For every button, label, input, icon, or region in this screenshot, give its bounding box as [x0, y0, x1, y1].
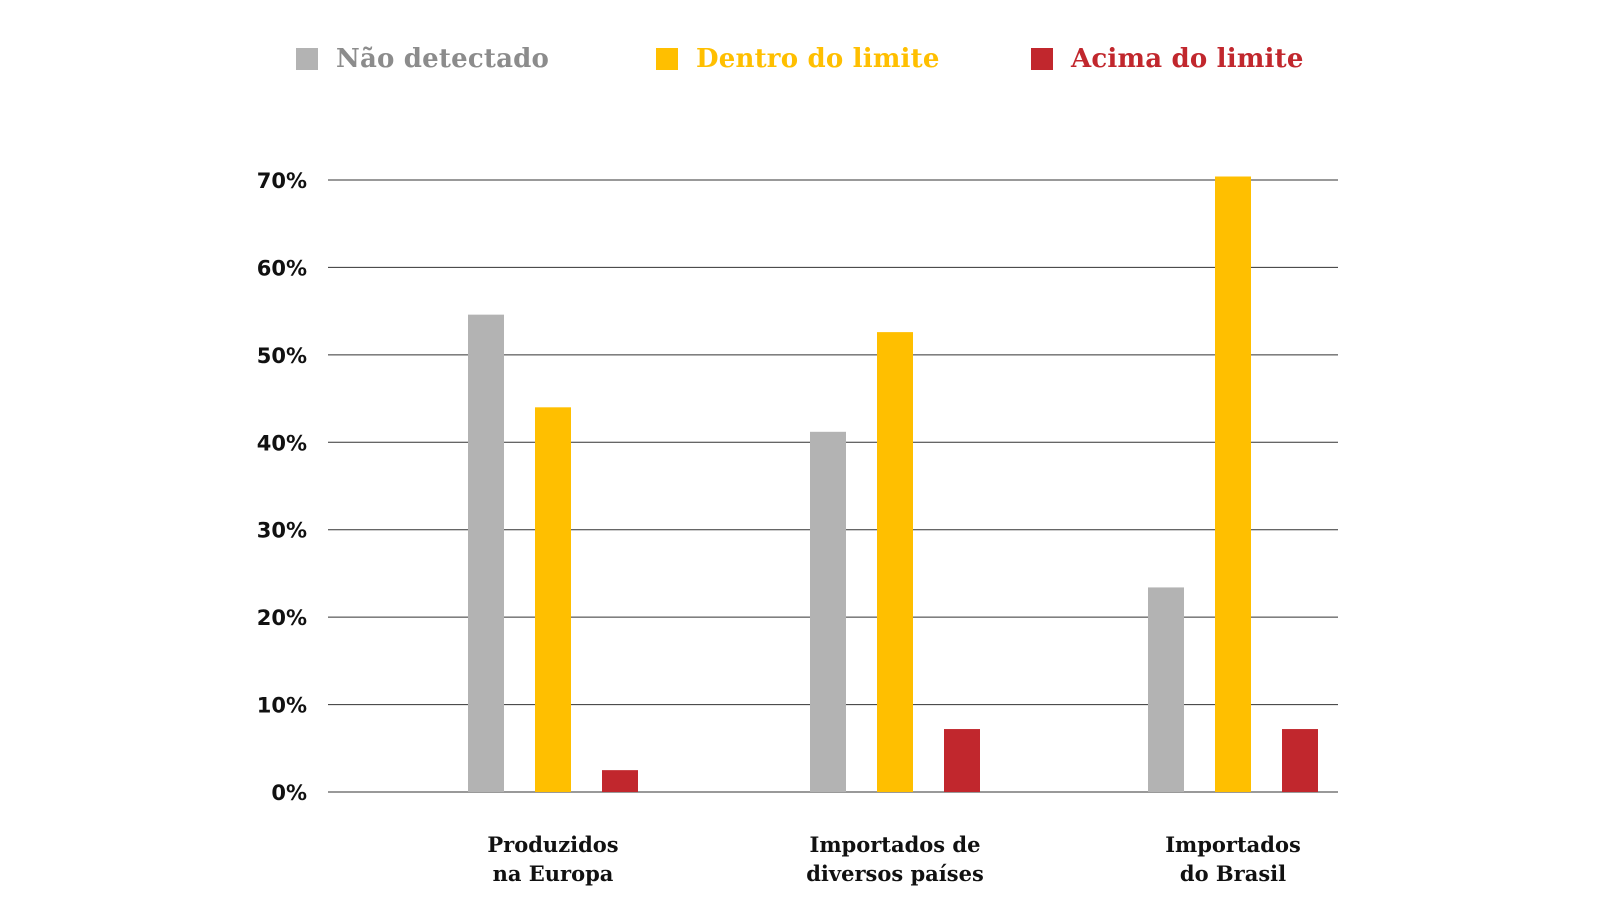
legend-item-acima-do-limite: Acima do limite	[1031, 44, 1304, 74]
x-category-label: diversos países	[806, 861, 984, 886]
legend-swatch-nao-detectado	[296, 48, 318, 70]
bar-nao-detectado	[468, 314, 504, 792]
y-tick-label: 50%	[257, 344, 307, 368]
bar-acima-do-limite	[602, 770, 638, 792]
legend-label-acima-do-limite: Acima do limite	[1071, 44, 1304, 74]
y-tick-label: 70%	[257, 169, 307, 193]
bar-acima-do-limite	[944, 729, 980, 792]
chart-legend: Não detectado Dentro do limite Acima do …	[0, 44, 1600, 84]
legend-label-nao-detectado: Não detectado	[336, 44, 550, 74]
y-tick-label: 40%	[257, 431, 307, 455]
y-axis: 0% 10% 20% 30% 40% 50% 60% 70%	[257, 169, 307, 805]
y-tick-label: 0%	[271, 781, 307, 805]
bars	[468, 176, 1318, 792]
y-tick-label: 60%	[257, 256, 307, 280]
y-tick-label: 20%	[257, 606, 307, 630]
x-category-label: do Brasil	[1180, 861, 1286, 886]
y-tick-label: 30%	[257, 519, 307, 543]
legend-label-dentro-do-limite: Dentro do limite	[696, 44, 940, 74]
bar-dentro-do-limite	[1215, 176, 1251, 792]
x-category-label: Importados de	[810, 832, 981, 857]
x-category-label: Importados	[1165, 832, 1301, 857]
legend-swatch-acima-do-limite	[1031, 48, 1053, 70]
bar-dentro-do-limite	[877, 332, 913, 792]
bar-dentro-do-limite	[535, 407, 571, 792]
bar-nao-detectado	[1148, 587, 1184, 792]
x-category-label: na Europa	[493, 861, 614, 886]
bar-nao-detectado	[810, 431, 846, 792]
x-axis: Produzidos na Europa Importados de diversos…	[487, 832, 1300, 886]
legend-item-dentro-do-limite: Dentro do limite	[656, 44, 940, 74]
legend-item-nao-detectado: Não detectado	[296, 44, 549, 74]
legend-swatch-dentro-do-limite	[656, 48, 678, 70]
bar-acima-do-limite	[1282, 729, 1318, 792]
x-category-label: Produzidos	[487, 832, 618, 857]
y-tick-label: 10%	[257, 694, 307, 718]
